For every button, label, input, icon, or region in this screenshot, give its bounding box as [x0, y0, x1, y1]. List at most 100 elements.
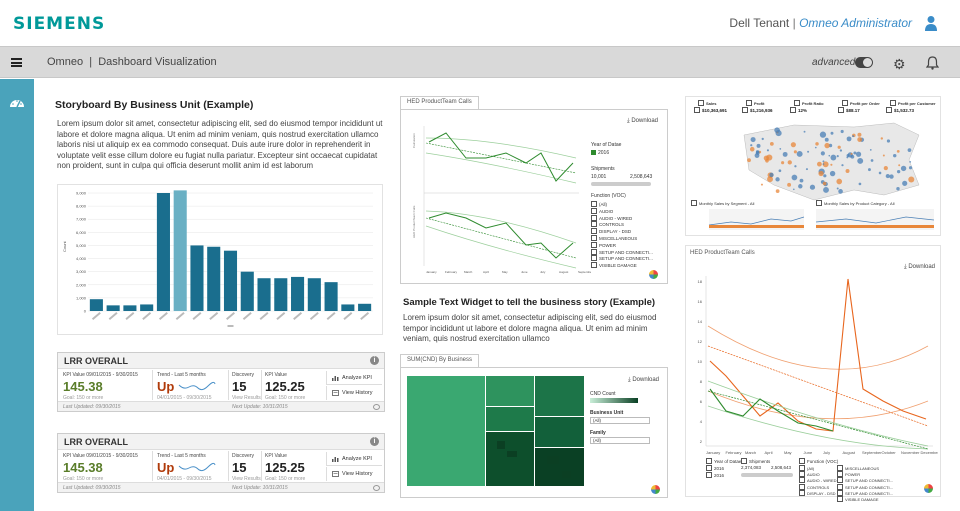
- hed1-function-item[interactable]: AUDIO - WIRED: [591, 215, 632, 221]
- hed2-year-1[interactable]: 2016: [706, 465, 724, 471]
- map-point: [798, 184, 803, 189]
- analyze-kpi-button[interactable]: Analyze KPI: [326, 452, 382, 466]
- hed1-function-item[interactable]: CONTROLS: [591, 221, 624, 227]
- map-stat-value: 12%: [790, 107, 807, 113]
- x-tick-label: June: [521, 270, 528, 274]
- hed1-tab[interactable]: HED ProductTeam Calls: [400, 96, 479, 109]
- hed1-ship-slider[interactable]: [591, 182, 651, 186]
- map-point: [820, 151, 825, 156]
- map-point: [823, 174, 827, 178]
- refresh-icon[interactable]: [373, 404, 380, 410]
- hed2-ship-slider[interactable]: [741, 473, 793, 477]
- hed2-function-item[interactable]: SETUP AND CONNECTI...: [837, 484, 893, 490]
- x-tick-label: April: [483, 270, 489, 274]
- hed2-function-item[interactable]: AUDIO: [799, 471, 820, 477]
- hed1-func-label: Function (VOC): [591, 193, 626, 199]
- bar: [140, 304, 154, 311]
- map-point: [878, 171, 882, 175]
- map-point: [814, 146, 817, 149]
- hed2-function-item[interactable]: MISCELLANEOUS: [837, 465, 879, 471]
- treemap-family-select[interactable]: (All): [590, 437, 650, 444]
- hed1-function-item[interactable]: MISCELLANEOUS: [591, 235, 637, 241]
- map-point: [791, 174, 798, 181]
- hed1-download[interactable]: ⤓ Download: [627, 118, 659, 124]
- map-point: [880, 137, 884, 140]
- hed2-download[interactable]: ⤓ Download: [904, 264, 936, 270]
- map-point: [749, 146, 755, 152]
- trend-value: Up: [157, 460, 175, 475]
- bar: [106, 305, 120, 311]
- discovery-value: 15: [232, 379, 247, 394]
- treemap-download[interactable]: ⤓ Download: [628, 377, 660, 383]
- y-tick-label: 14: [698, 319, 703, 324]
- next-update: Next Update: 10/31/2015: [232, 404, 288, 410]
- info-icon[interactable]: i: [370, 437, 379, 446]
- map-point: [760, 183, 763, 186]
- hed1-year-item[interactable]: 2016: [591, 150, 609, 156]
- hed2-function-item[interactable]: POWER: [837, 471, 860, 477]
- map-stat-value: $88.17: [838, 107, 860, 113]
- map-point: [769, 172, 774, 178]
- discovery-value: 15: [232, 460, 247, 475]
- map-stat-label: Profit per Customer: [890, 100, 936, 106]
- user-icon[interactable]: [924, 15, 938, 31]
- analyze-kpi-button[interactable]: Analyze KPI: [326, 371, 382, 385]
- discovery-link[interactable]: View Results: [232, 476, 261, 482]
- hed2-function-item[interactable]: CONTROLS: [799, 484, 829, 490]
- bar: [358, 303, 372, 311]
- bell-icon[interactable]: [926, 56, 939, 70]
- breadcrumb-separator: |: [89, 56, 93, 68]
- treemap-tab[interactable]: SUM(CND) By Business: [400, 354, 480, 367]
- y-tick-label: 5,000: [76, 243, 87, 248]
- dashboard-icon[interactable]: [9, 96, 25, 108]
- hed1-function-item[interactable]: SETUP AND CONNECTI...: [591, 249, 653, 255]
- sparkline-path: [178, 381, 216, 391]
- hed2-function-item[interactable]: SETUP AND CONNECTI...: [837, 477, 893, 483]
- tenant-name[interactable]: Dell Tenant: [729, 16, 790, 30]
- y-tick-label: 7,000: [76, 217, 87, 222]
- hed1-function-item[interactable]: (All): [591, 201, 607, 207]
- x-tick-label: [259, 312, 269, 320]
- hed2-function-item[interactable]: SETUP AND CONNECTI...: [837, 490, 893, 496]
- treemap-cnd-label: CND Count: [590, 391, 616, 397]
- hed1-function-item[interactable]: AUDIO: [591, 208, 613, 214]
- y-tick-label: 2: [700, 439, 703, 444]
- user-role[interactable]: Omneo Administrator: [799, 16, 912, 30]
- info-icon[interactable]: i: [370, 356, 379, 365]
- y-tick-label: 1,000: [76, 295, 87, 300]
- hed1-function-item[interactable]: SETUP AND CONNECTI...: [591, 255, 653, 261]
- advanced-toggle[interactable]: [855, 57, 873, 68]
- hed1-function-item[interactable]: VISIBLE DAMAGE: [591, 262, 637, 268]
- hed1-function-item[interactable]: POWER: [591, 242, 616, 248]
- map-point: [822, 163, 825, 165]
- kpi-goal: Goal: 150 or more: [63, 395, 104, 401]
- map-stat-value: $10,363,691: [694, 107, 727, 113]
- map-point: [850, 152, 853, 155]
- bar: [324, 282, 338, 311]
- hed2-function-item[interactable]: (All): [799, 465, 814, 471]
- gear-icon[interactable]: ⚙: [893, 56, 906, 72]
- treemap-frame: ⤓ Download CND Count Business Unit (All)…: [400, 367, 668, 498]
- view-history-button[interactable]: View History: [326, 386, 382, 400]
- hed2-function-item[interactable]: DISPLAY - DSD: [799, 490, 836, 496]
- menu-icon[interactable]: [11, 58, 22, 67]
- view-history-button[interactable]: View History: [326, 467, 382, 481]
- kpi2-label: KPI Value: [265, 453, 287, 459]
- map-point: [787, 160, 792, 165]
- hed2-function-item[interactable]: VISIBLE DAMAGE: [837, 496, 879, 502]
- advanced-label: advanced: [812, 57, 856, 68]
- bar-chart-panel: 9,000 8,000 7,000 6,000 5,000 4,000 3,000 2,000…: [57, 184, 383, 335]
- kpi-header: LRR OVERALL i: [58, 353, 384, 369]
- hed2-function-item[interactable]: AUDIO - WIRED: [799, 477, 837, 483]
- discovery-link[interactable]: View Results: [232, 395, 261, 401]
- treemap-bu-select[interactable]: (All): [590, 417, 650, 424]
- x-tick-label: [142, 312, 152, 320]
- breadcrumb-app[interactable]: Omneo: [47, 56, 84, 68]
- refresh-icon[interactable]: [373, 485, 380, 491]
- hed1-line-chart: Calculation HED ProductTeam Calls Januar…: [412, 126, 591, 274]
- y-tick-label: 8,000: [76, 204, 87, 209]
- hed2-year-2[interactable]: 2016: [706, 472, 724, 478]
- treemap-bu-label: Business Unit: [590, 410, 624, 416]
- x-tick-label: January: [426, 270, 437, 274]
- hed1-function-item[interactable]: DISPLAY - DSD: [591, 228, 631, 234]
